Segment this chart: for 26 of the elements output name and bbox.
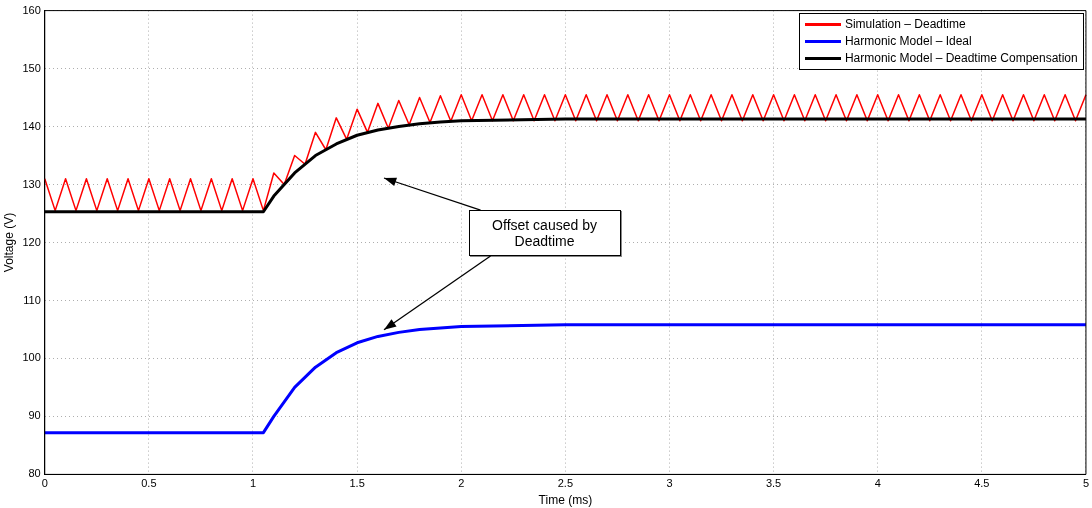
x-tick-label: 0.5 bbox=[141, 477, 157, 490]
x-tick-label: 2.5 bbox=[557, 477, 573, 490]
x-tick-label: 5 bbox=[1082, 477, 1089, 490]
x-tick-label: 4.5 bbox=[974, 477, 990, 490]
legend-label: Harmonic Model – Ideal bbox=[844, 34, 972, 49]
y-tick-label: 100 bbox=[22, 351, 41, 364]
x-tick-label: 1.5 bbox=[349, 477, 365, 490]
legend-label: Harmonic Model – Deadtime Compensation bbox=[844, 51, 1078, 66]
y-axis-title: Voltage (V) bbox=[1, 212, 16, 273]
y-tick-label: 130 bbox=[22, 177, 41, 190]
y-tick-label: 80 bbox=[28, 467, 41, 480]
x-tick-label: 2 bbox=[458, 477, 465, 490]
y-tick-label: 140 bbox=[22, 119, 41, 132]
x-tick-label: 4 bbox=[874, 477, 881, 490]
x-tick-label: 3 bbox=[666, 477, 673, 490]
x-axis-title: Time (ms) bbox=[538, 493, 593, 508]
callout-box: Offset caused by Deadtime bbox=[468, 210, 621, 257]
y-tick-label: 160 bbox=[22, 3, 41, 16]
x-tick-label: 0 bbox=[41, 477, 48, 490]
y-tick-label: 90 bbox=[28, 409, 41, 422]
y-tick-label: 110 bbox=[23, 293, 41, 306]
y-tick-label: 120 bbox=[22, 235, 41, 248]
x-tick-label: 1 bbox=[249, 477, 257, 490]
legend-label: Simulation – Deadtime bbox=[844, 17, 966, 32]
x-tick-label: 3.5 bbox=[765, 477, 782, 490]
y-tick-label: 150 bbox=[22, 61, 41, 74]
